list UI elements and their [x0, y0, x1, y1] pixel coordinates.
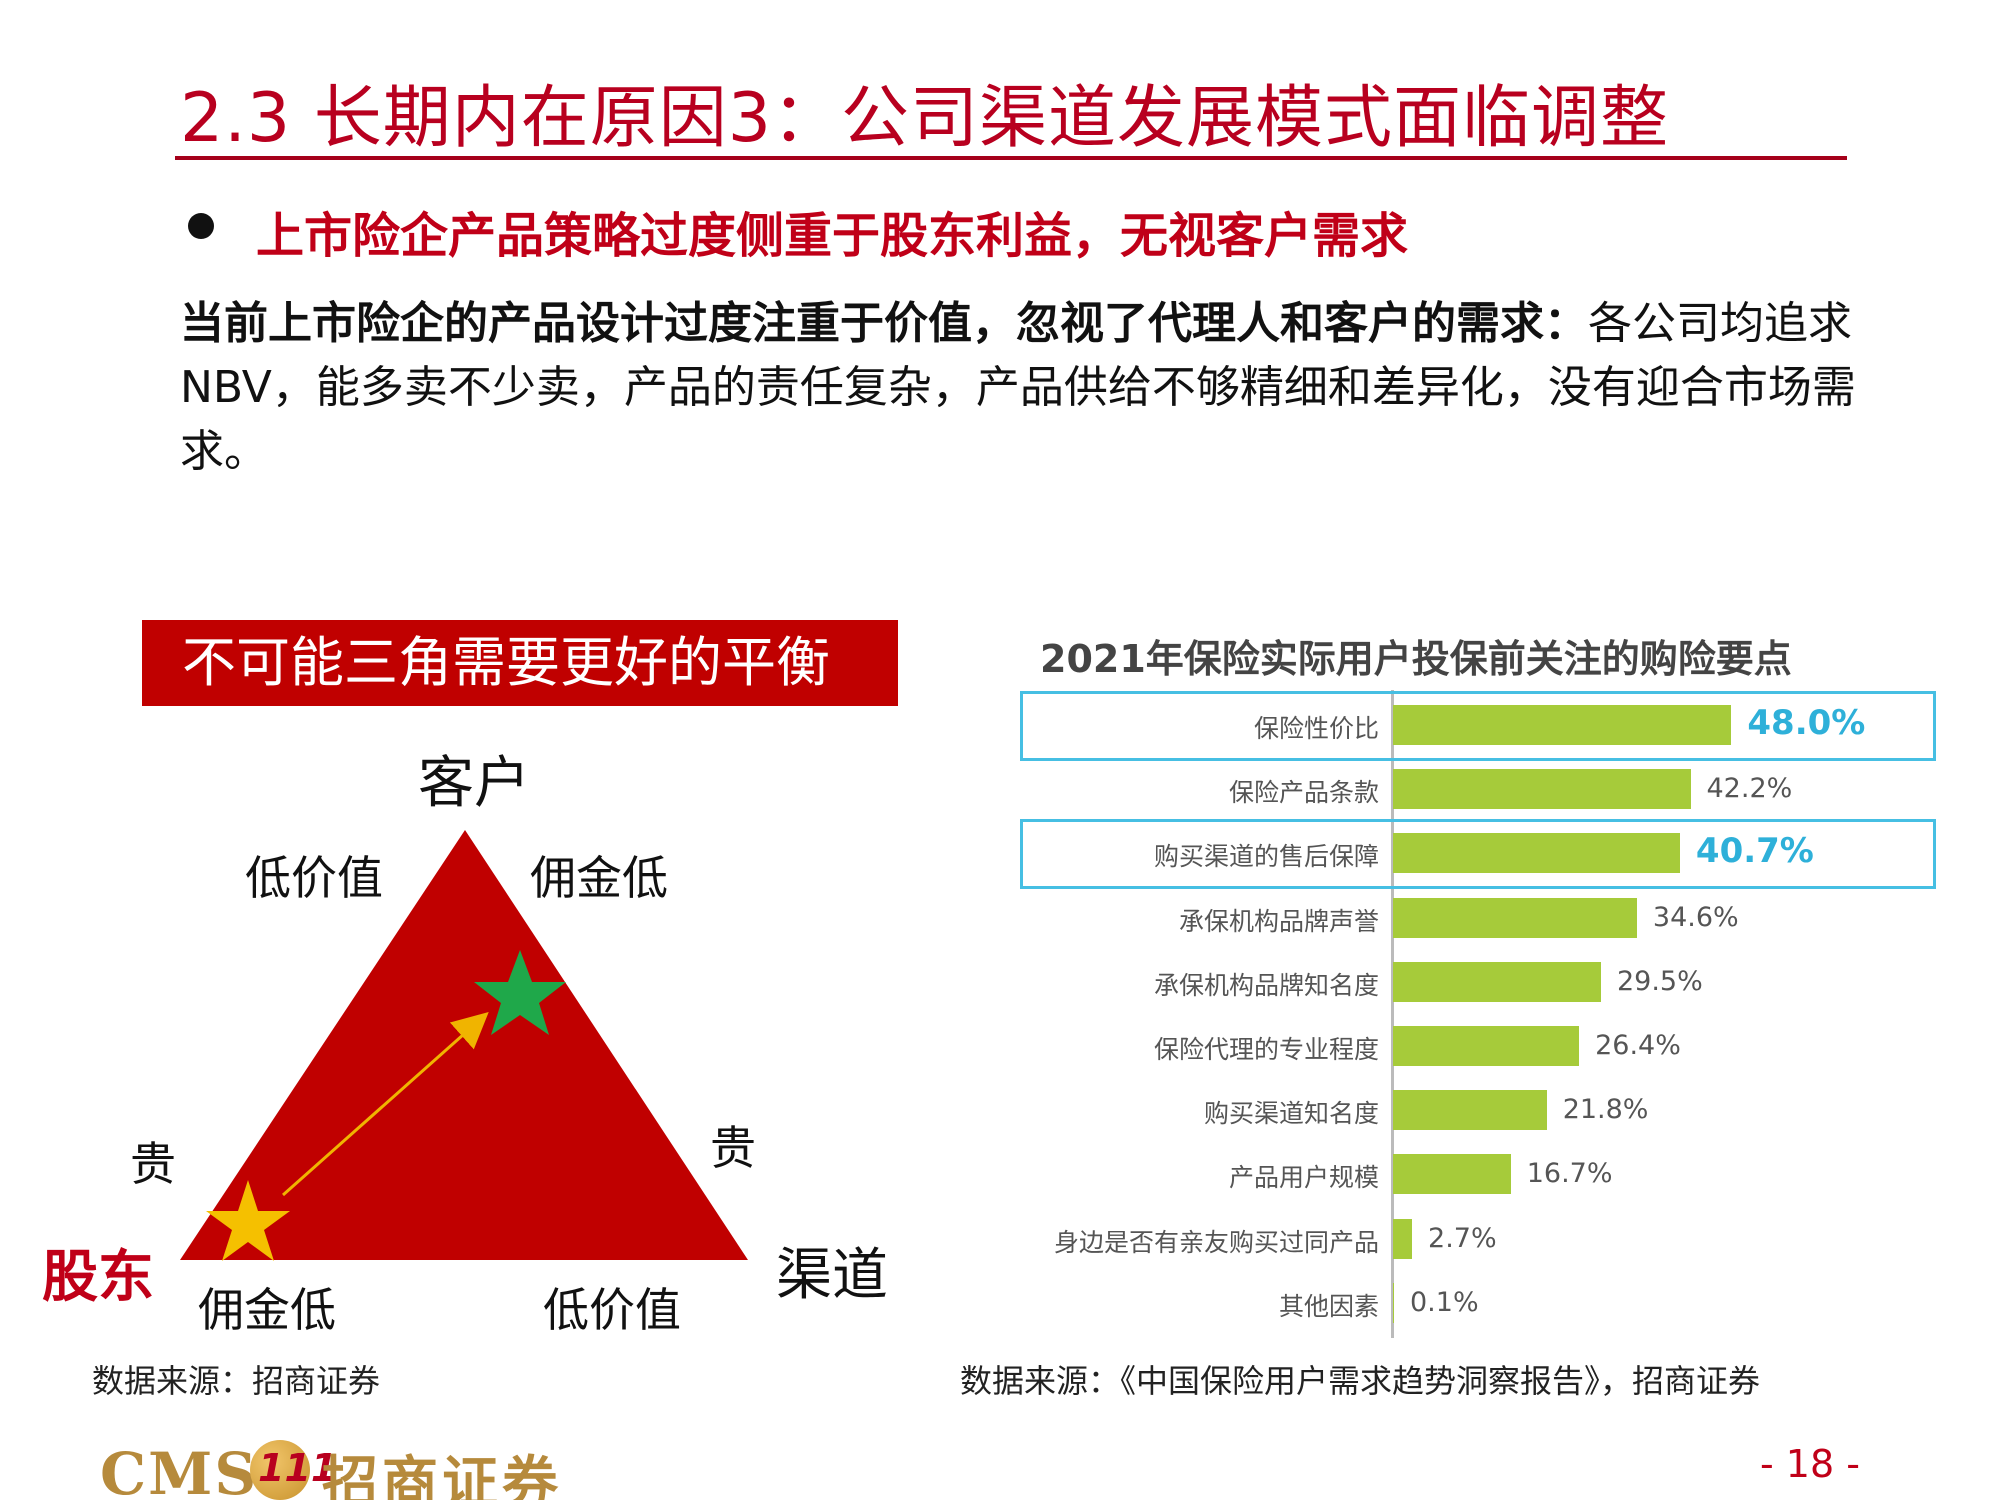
value-label: 0.1%	[1410, 1286, 1479, 1318]
logo-emblem-text: 111	[258, 1446, 338, 1490]
bar	[1393, 1026, 1580, 1066]
category-label: 购买渠道知名度	[1203, 1099, 1379, 1129]
bar	[1393, 833, 1680, 874]
triangle-source-note: 数据来源：招商证券	[92, 1362, 381, 1400]
label-low-commission-bottom: 佣金低	[198, 1283, 336, 1337]
category-label: 承保机构品牌知名度	[1153, 970, 1379, 1000]
value-label: 21.8%	[1562, 1094, 1649, 1126]
label-low-commission-upper: 佣金低	[530, 851, 668, 905]
bar	[1393, 769, 1691, 810]
category-label: 产品用户规模	[1228, 1163, 1379, 1193]
vertex-label-shareholder: 股东	[42, 1245, 154, 1310]
category-label: 保险性价比	[1253, 714, 1379, 743]
label-expensive-right: 贵	[710, 1121, 756, 1175]
bar	[1393, 1090, 1547, 1131]
paragraph-bold-lead: 当前上市险企的产品设计过度注重于价值，忽视了代理人和客户的需求：	[180, 298, 1588, 349]
logo-cms-text: CMS	[100, 1440, 259, 1500]
category-label: 保险代理的专业程度	[1153, 1035, 1379, 1064]
value-label: 29.5%	[1616, 965, 1703, 997]
chart-source-note: 数据来源：《中国保险用户需求趋势洞察报告》，招商证券	[960, 1362, 1761, 1400]
logo-company-name: 招商证券	[322, 1450, 562, 1500]
label-expensive-left: 贵	[130, 1137, 176, 1191]
bar	[1393, 1154, 1511, 1195]
star-start-icon	[206, 1180, 290, 1261]
highlight-box	[1020, 819, 1936, 890]
chart-axis	[1391, 690, 1394, 1338]
bullet-heading: 上市险企产品策略过度侧重于股东利益，无视客户需求	[256, 208, 1409, 264]
value-label: 48.0%	[1747, 703, 1866, 743]
category-label: 身边是否有亲友购买过同产品	[1053, 1227, 1379, 1257]
title-divider	[175, 156, 1847, 160]
category-label: 其他因素	[1278, 1291, 1379, 1321]
vertex-label-channel: 渠道	[776, 1243, 888, 1308]
body-paragraph: 当前上市险企的产品设计过度注重于价值，忽视了代理人和客户的需求：各公司均追求NB…	[180, 292, 1860, 484]
category-label: 保险产品条款	[1228, 778, 1379, 808]
category-label: 承保机构品牌声誉	[1178, 906, 1379, 936]
paragraph-body: 各公司均追求NBV，能多卖不少卖，产品的责任复杂，产品供给不够精细和差异化，没有…	[180, 298, 1856, 477]
value-label: 26.4%	[1595, 1030, 1681, 1061]
vertex-label-customer: 客户	[418, 751, 530, 816]
value-label: 2.7%	[1428, 1222, 1497, 1254]
label-low-value-bottom: 低价值	[543, 1283, 681, 1337]
value-label: 16.7%	[1526, 1158, 1613, 1190]
chart-title: 2021年保险实际用户投保前关注的购险要点	[1040, 637, 1792, 681]
value-label: 42.2%	[1706, 773, 1793, 805]
bar	[1393, 897, 1637, 938]
value-label: 40.7%	[1695, 831, 1814, 872]
page-title: 2.3 长期内在原因3：公司渠道发展模式面临调整	[180, 79, 1670, 158]
logo-emblem-icon	[250, 1440, 310, 1500]
bar	[1393, 961, 1601, 1002]
bar	[1393, 705, 1732, 745]
category-label: 购买渠道的售后保障	[1153, 842, 1379, 872]
highlight-box	[1020, 691, 1936, 761]
label-low-value-upper: 低价值	[245, 851, 383, 905]
bar	[1393, 1282, 1394, 1323]
bullet-icon	[188, 213, 214, 239]
star-target-icon	[474, 950, 566, 1035]
triangle-banner: 不可能三角需要更好的平衡	[142, 620, 898, 706]
value-label: 34.6%	[1652, 901, 1739, 933]
bar	[1393, 1218, 1413, 1259]
improvement-arrow	[282, 1012, 489, 1197]
page-number: - 18 -	[1760, 1442, 1860, 1486]
